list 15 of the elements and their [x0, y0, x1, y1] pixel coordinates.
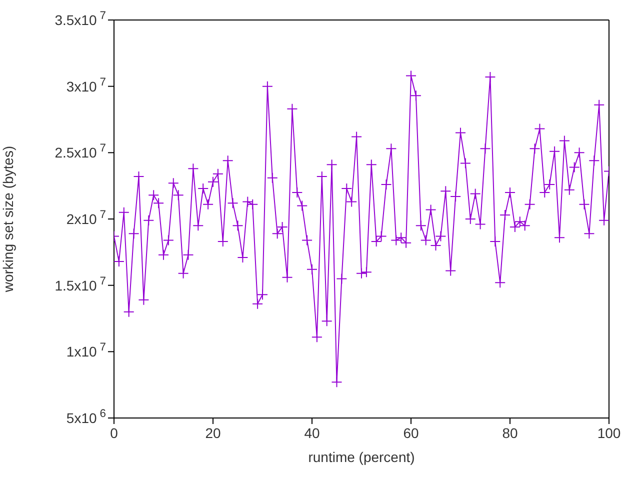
y-tick-label: 3x10$^{7}$ — [66, 76, 106, 94]
y-tick-label: 2x10$^{7}$ — [66, 209, 106, 227]
y-tick-label: 3.5x10$^{7}$ — [54, 10, 106, 28]
x-tick-label: 0 — [110, 425, 118, 441]
y-axis-title: working set size (bytes) — [0, 146, 16, 294]
y-tick-label: 2.5x10$^{7}$ — [54, 142, 106, 161]
x-tick-label: 40 — [304, 425, 320, 441]
x-tick-label: 20 — [205, 425, 221, 441]
x-axis-title: runtime (percent) — [308, 449, 415, 465]
x-tick-label: 60 — [403, 425, 419, 441]
x-tick-label: 100 — [597, 425, 621, 441]
x-tick-label: 80 — [502, 425, 518, 441]
y-tick-label: 1x10$^{7}$ — [66, 342, 106, 360]
y-tick-label: 5x10$^{6}$ — [66, 408, 106, 426]
y-tick-label: 1.5x10$^{7}$ — [54, 275, 106, 294]
